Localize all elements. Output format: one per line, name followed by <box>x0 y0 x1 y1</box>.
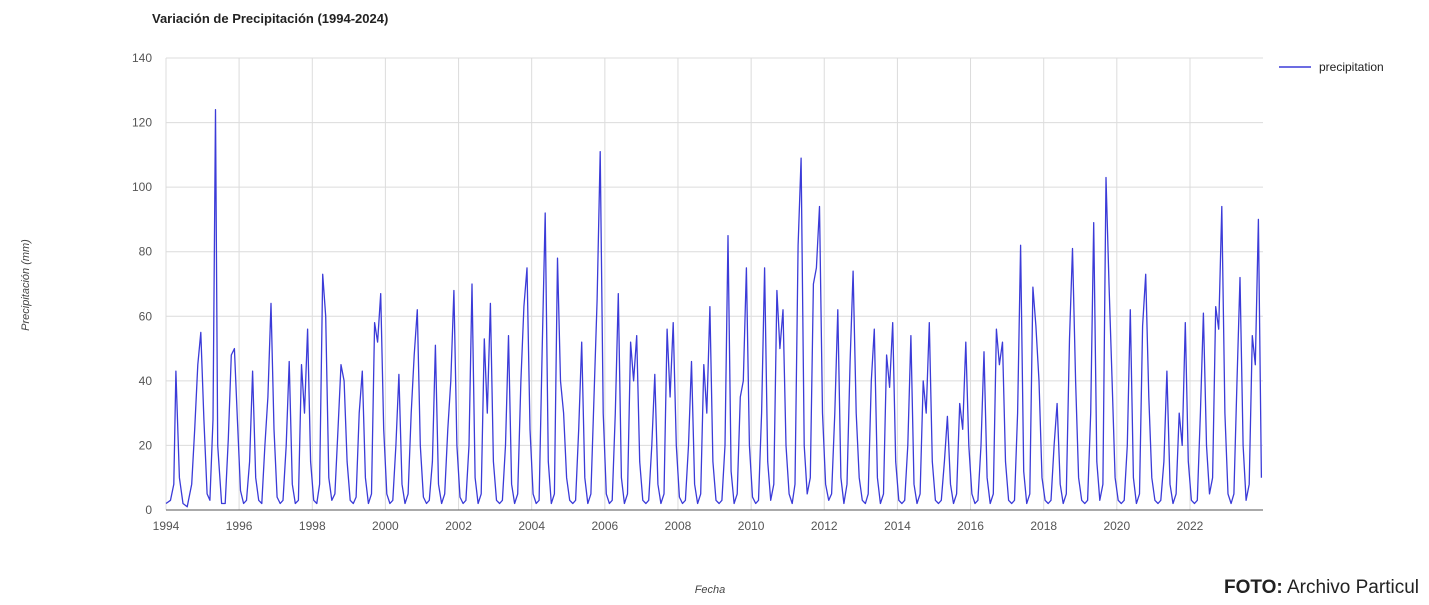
x-tick-label: 2004 <box>518 519 545 533</box>
x-tick-label: 2008 <box>665 519 692 533</box>
x-axis-label: Fecha <box>694 584 726 596</box>
chart-title: Variación de Precipitación (1994-2024) <box>152 11 389 26</box>
photo-credit: FOTO: Archivo Particul <box>1224 577 1419 599</box>
x-tick-label: 1998 <box>299 519 326 533</box>
x-tick-label: 2020 <box>1103 519 1130 533</box>
legend-label: precipitation <box>1319 60 1384 74</box>
x-tick-label: 2012 <box>811 519 838 533</box>
y-tick-label: 0 <box>145 503 152 517</box>
y-tick-label: 120 <box>132 116 152 130</box>
x-tick-label: 2000 <box>372 519 399 533</box>
y-tick-label: 80 <box>139 245 153 259</box>
y-tick-label: 100 <box>132 180 152 194</box>
x-tick-label: 2006 <box>592 519 619 533</box>
plot-background <box>166 58 1263 510</box>
x-tick-label: 2002 <box>445 519 472 533</box>
photo-credit-label: FOTO: <box>1224 577 1283 598</box>
x-tick-label: 2018 <box>1030 519 1057 533</box>
y-tick-label: 140 <box>132 51 152 65</box>
x-tick-label: 2010 <box>738 519 765 533</box>
y-tick-label: 20 <box>139 438 153 452</box>
x-tick-label: 2022 <box>1177 519 1204 533</box>
series-line-precipitation <box>165 109 1263 508</box>
x-tick-label: 2014 <box>884 519 911 533</box>
y-tick-label: 40 <box>139 374 153 388</box>
photo-credit-text: Archivo Particul <box>1287 577 1419 598</box>
x-tick-label: 1994 <box>153 519 180 533</box>
y-tick-label: 60 <box>139 309 153 323</box>
x-tick-label: 2016 <box>957 519 984 533</box>
x-tick-label: 1996 <box>226 519 253 533</box>
